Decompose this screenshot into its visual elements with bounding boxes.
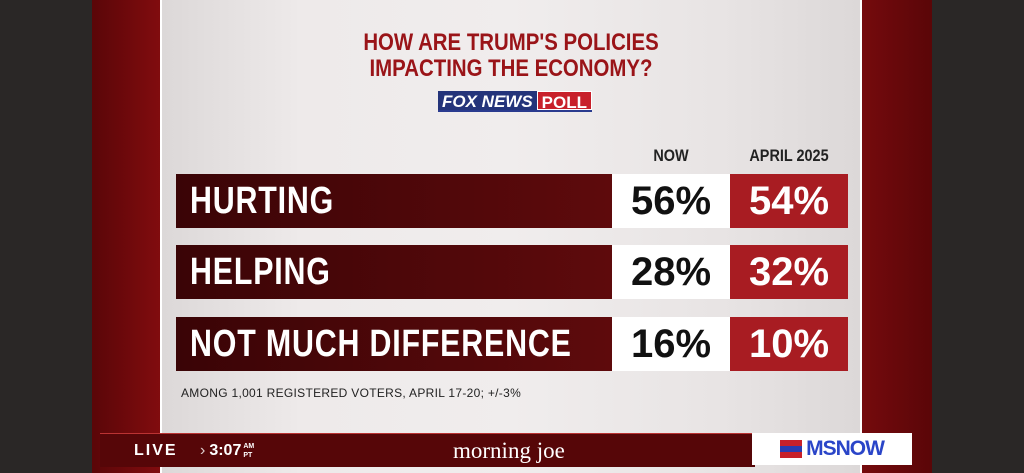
time-display: › 3:07 AM PT [200, 442, 254, 460]
poll-title: HOW ARE TRUMP'S POLICIES IMPACTING THE EC… [213, 30, 810, 82]
row-label-cell: HURTING [176, 174, 612, 228]
row-label: HELPING [190, 251, 331, 293]
timezone: PT [243, 452, 253, 459]
graphic-panel [160, 0, 862, 473]
april-value: 10% [730, 317, 848, 371]
chevron-right-icon: › [200, 442, 206, 459]
show-name: morning joe [453, 438, 565, 463]
time-suffix: AM PT [243, 442, 254, 460]
logo-poll: POLL [536, 91, 593, 112]
row-label-cell: NOT MUCH DIFFERENCE [176, 317, 612, 371]
fox-news-poll-logo: FOX NEWS POLL [438, 91, 593, 112]
april-value: 54% [730, 174, 848, 228]
row-label: HURTING [190, 180, 335, 222]
footnote: AMONG 1,001 REGISTERED VOTERS, APRIL 17-… [181, 386, 522, 400]
table-row: HURTING 56% 54% [176, 174, 848, 228]
now-value: 56% [612, 174, 730, 228]
ampm: AM [243, 443, 255, 450]
lower-third-bar: LIVE › 3:07 AM PT morning joe [100, 433, 755, 467]
network-name: MSNOW [806, 437, 885, 460]
now-value: 28% [612, 245, 730, 299]
row-label-cell: HELPING [176, 245, 612, 299]
column-header-april: APRIL 2025 [749, 146, 829, 165]
column-header-now: NOW [653, 146, 689, 165]
april-value: 32% [730, 245, 848, 299]
time: 3:07 [209, 442, 242, 459]
table-row: NOT MUCH DIFFERENCE 16% 10% [176, 317, 848, 371]
flag-icon [780, 440, 803, 458]
row-label: NOT MUCH DIFFERENCE [190, 323, 572, 365]
title-line: HOW ARE TRUMP'S POLICIES [363, 29, 659, 56]
live-label: LIVE [134, 442, 178, 459]
table-row: HELPING 28% 32% [176, 245, 848, 299]
now-value: 16% [612, 317, 730, 371]
network-logo: MSNOW [752, 433, 912, 465]
title-line: IMPACTING THE ECONOMY? [369, 55, 653, 82]
logo-fox: FOX NEWS [438, 91, 537, 111]
